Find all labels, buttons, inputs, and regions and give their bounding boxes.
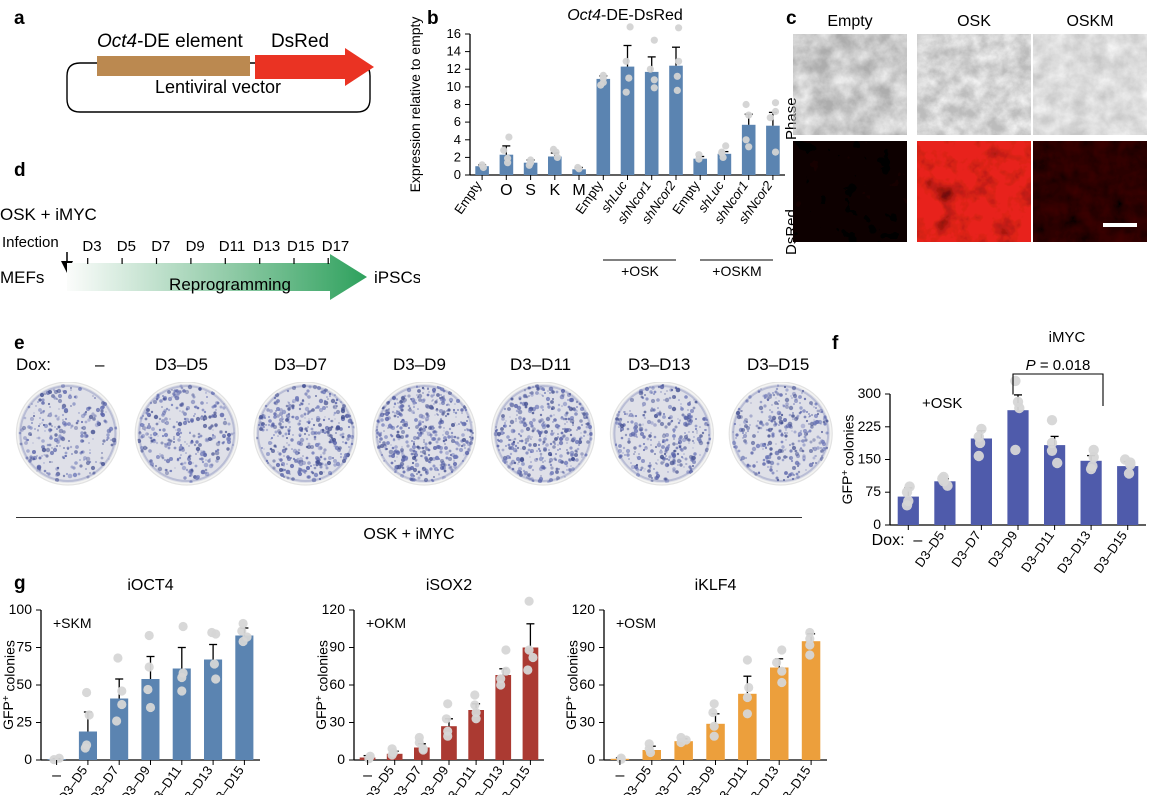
svg-text:8: 8 bbox=[454, 97, 461, 112]
svg-text:25: 25 bbox=[16, 714, 32, 730]
svg-text:MEFs: MEFs bbox=[0, 268, 44, 287]
svg-text:90: 90 bbox=[579, 639, 595, 655]
svg-text:GFP+ colonies: GFP+ colonies bbox=[563, 640, 581, 730]
svg-text:iMYC: iMYC bbox=[1049, 330, 1086, 346]
svg-text:150: 150 bbox=[858, 451, 882, 467]
svg-text:K: K bbox=[549, 182, 560, 199]
svg-text:D3–D7: D3–D7 bbox=[948, 528, 983, 570]
svg-text:Lentiviral vector: Lentiviral vector bbox=[155, 77, 281, 97]
svg-text:GFP+ colonies: GFP+ colonies bbox=[0, 640, 18, 730]
svg-text:D3–D9: D3–D9 bbox=[117, 763, 152, 795]
svg-text:60: 60 bbox=[329, 676, 345, 692]
svg-text:D3–D13: D3–D13 bbox=[1054, 528, 1094, 576]
svg-text:D3–D15: D3–D15 bbox=[1091, 528, 1131, 576]
svg-text:D3–D7: D3–D7 bbox=[651, 763, 686, 795]
svg-text:+OSK: +OSK bbox=[621, 263, 659, 279]
svg-text:D11: D11 bbox=[219, 238, 245, 255]
svg-text:50: 50 bbox=[16, 676, 32, 692]
svg-text:D3: D3 bbox=[82, 238, 101, 255]
svg-text:12: 12 bbox=[447, 61, 461, 76]
svg-text:30: 30 bbox=[329, 714, 345, 730]
svg-text:120: 120 bbox=[322, 601, 346, 617]
svg-text:225: 225 bbox=[858, 418, 882, 434]
svg-text:D5: D5 bbox=[117, 238, 136, 255]
svg-text:D3–D11: D3–D11 bbox=[1018, 528, 1057, 575]
svg-text:60: 60 bbox=[579, 676, 595, 692]
svg-text:Reprogramming: Reprogramming bbox=[169, 275, 291, 294]
svg-text:Oct4-DE-DsRed: Oct4-DE-DsRed bbox=[567, 7, 683, 24]
svg-text:D3–D13: D3–D13 bbox=[742, 763, 782, 795]
svg-text:D15: D15 bbox=[287, 238, 315, 255]
svg-text:–: – bbox=[363, 767, 372, 784]
svg-text:D13: D13 bbox=[253, 238, 281, 255]
svg-text:GFP+ colonies: GFP+ colonies bbox=[313, 640, 331, 730]
svg-text:16: 16 bbox=[447, 26, 461, 41]
svg-text:0: 0 bbox=[454, 167, 461, 182]
svg-text:90: 90 bbox=[329, 639, 345, 655]
svg-text:D3–D15: D3–D15 bbox=[207, 763, 247, 795]
svg-text:+OKM: +OKM bbox=[366, 615, 406, 631]
svg-text:2: 2 bbox=[454, 149, 461, 164]
svg-text:D3–D15: D3–D15 bbox=[774, 763, 814, 795]
svg-text:iKLF4: iKLF4 bbox=[695, 577, 737, 594]
svg-text:Expression relative to empty: Expression relative to empty bbox=[407, 17, 423, 193]
svg-text:D7: D7 bbox=[151, 238, 170, 255]
svg-text:+OSKM: +OSKM bbox=[712, 263, 761, 279]
svg-text:D17: D17 bbox=[322, 238, 350, 255]
svg-text:100: 100 bbox=[9, 601, 33, 617]
svg-text:75: 75 bbox=[16, 639, 32, 655]
svg-text:10: 10 bbox=[447, 79, 461, 94]
svg-text:–: – bbox=[52, 767, 61, 784]
svg-text:GFP+ colonies: GFP+ colonies bbox=[839, 415, 857, 505]
svg-text:300: 300 bbox=[858, 385, 882, 401]
svg-text:+OSK: +OSK bbox=[922, 395, 962, 412]
svg-text:Empty: Empty bbox=[669, 178, 703, 217]
svg-text:D3–D13: D3–D13 bbox=[176, 763, 216, 795]
svg-text:Oct4-DE element: Oct4-DE element bbox=[97, 31, 243, 52]
svg-text:S: S bbox=[525, 182, 536, 199]
svg-text:D3–D7: D3–D7 bbox=[86, 763, 121, 795]
svg-text:D3–D11: D3–D11 bbox=[711, 763, 750, 795]
svg-text:75: 75 bbox=[865, 483, 881, 499]
svg-text:0: 0 bbox=[587, 751, 595, 767]
svg-text:DsRed: DsRed bbox=[271, 31, 329, 52]
svg-text:0: 0 bbox=[873, 516, 881, 532]
svg-text:D3–D9: D3–D9 bbox=[985, 528, 1020, 570]
svg-text:4: 4 bbox=[454, 132, 461, 147]
svg-text:0: 0 bbox=[337, 751, 345, 767]
svg-text:6: 6 bbox=[454, 114, 461, 129]
svg-text:Infection: Infection bbox=[2, 234, 59, 251]
svg-text:iSOX2: iSOX2 bbox=[426, 577, 472, 594]
svg-text:P = 0.018: P = 0.018 bbox=[1026, 357, 1091, 374]
svg-text:O: O bbox=[500, 182, 512, 199]
svg-text:iOCT4: iOCT4 bbox=[127, 577, 173, 594]
svg-text:D3–D9: D3–D9 bbox=[682, 763, 717, 795]
svg-text:OSK + iMYC: OSK + iMYC bbox=[0, 205, 97, 224]
svg-text:+SKM: +SKM bbox=[53, 615, 92, 631]
svg-text:0: 0 bbox=[24, 751, 32, 767]
svg-text:120: 120 bbox=[572, 601, 596, 617]
svg-text:Dox: –: Dox: – bbox=[872, 532, 923, 549]
svg-text:+OSM: +OSM bbox=[616, 615, 656, 631]
svg-text:–: – bbox=[615, 767, 624, 784]
svg-text:D3–D11: D3–D11 bbox=[145, 763, 184, 795]
svg-text:14: 14 bbox=[447, 44, 461, 59]
svg-text:D9: D9 bbox=[186, 238, 205, 255]
svg-text:30: 30 bbox=[579, 714, 595, 730]
svg-text:Empty: Empty bbox=[451, 178, 485, 217]
